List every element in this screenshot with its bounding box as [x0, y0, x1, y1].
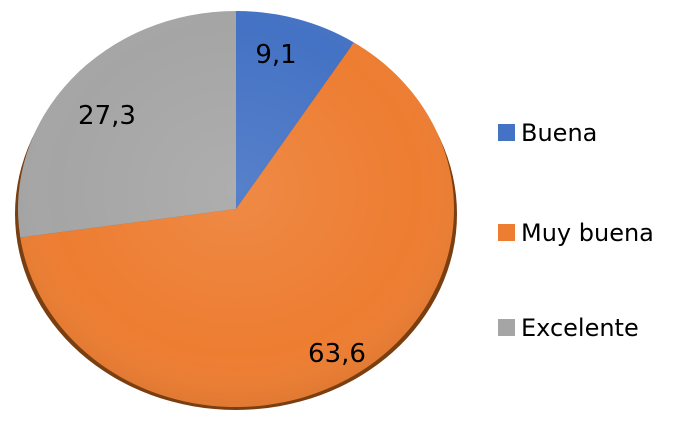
data-label-excelente: 27,3	[78, 101, 136, 131]
legend-swatch-muy-buena	[498, 224, 515, 241]
data-label-buena: 9,1	[255, 40, 296, 70]
legend: Buena Muy buena Excelente	[498, 119, 654, 342]
legend-swatch-excelente	[498, 319, 515, 336]
legend-label-muy-buena: Muy buena	[521, 219, 654, 247]
legend-label-excelente: Excelente	[521, 314, 639, 342]
legend-swatch-buena	[498, 124, 515, 141]
pie-shading	[18, 11, 454, 407]
data-label-muy-buena: 63,6	[308, 339, 366, 369]
legend-label-buena: Buena	[521, 119, 597, 147]
